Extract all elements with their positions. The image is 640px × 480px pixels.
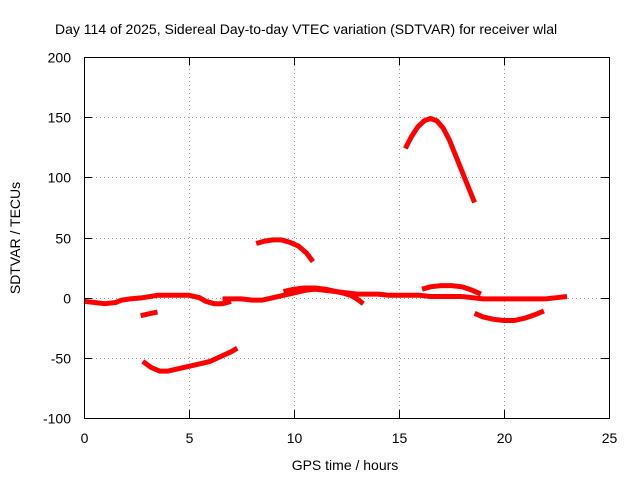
y-tick-label: -100: [43, 411, 71, 427]
x-axis-title: GPS time / hours: [292, 457, 399, 473]
trace-lower-arc: [473, 308, 545, 323]
y-tick-label: -50: [51, 351, 71, 367]
y-tick-label: 200: [48, 50, 72, 66]
chart-title: Day 114 of 2025, Sidereal Day-to-day VTE…: [55, 21, 557, 37]
y-tick-label: 100: [48, 170, 72, 186]
y-axis: -100 -50 0 50 100 150 200: [43, 50, 609, 427]
y-axis-title: SDTVAR / TECUs: [7, 182, 23, 294]
x-tick-label: 0: [81, 430, 89, 446]
trace-upper-arc: [421, 283, 482, 297]
y-tick-label: 50: [55, 231, 71, 247]
x-tick-label: 25: [602, 430, 618, 446]
x-tick-label: 20: [497, 430, 513, 446]
trace-negative-arc: [141, 346, 239, 374]
x-tick-label: 10: [287, 430, 303, 446]
x-tick-label: 15: [392, 430, 408, 446]
plot-frame: [84, 57, 610, 419]
trace-baseline-3: [282, 285, 462, 299]
trace-baseline-1: [83, 292, 232, 307]
grid-lines: [84, 57, 609, 418]
trace-short-segment: [140, 309, 158, 319]
data-traces: [83, 115, 568, 374]
trace-baseline-4: [461, 294, 568, 302]
x-axis: 0 5 10 15 20 25: [81, 57, 618, 446]
trace-midday-arc: [255, 237, 315, 264]
y-tick-label: 0: [63, 291, 71, 307]
y-tick-label: 150: [48, 110, 72, 126]
x-tick-label: 5: [186, 430, 194, 446]
trace-peak-arc: [403, 115, 477, 204]
